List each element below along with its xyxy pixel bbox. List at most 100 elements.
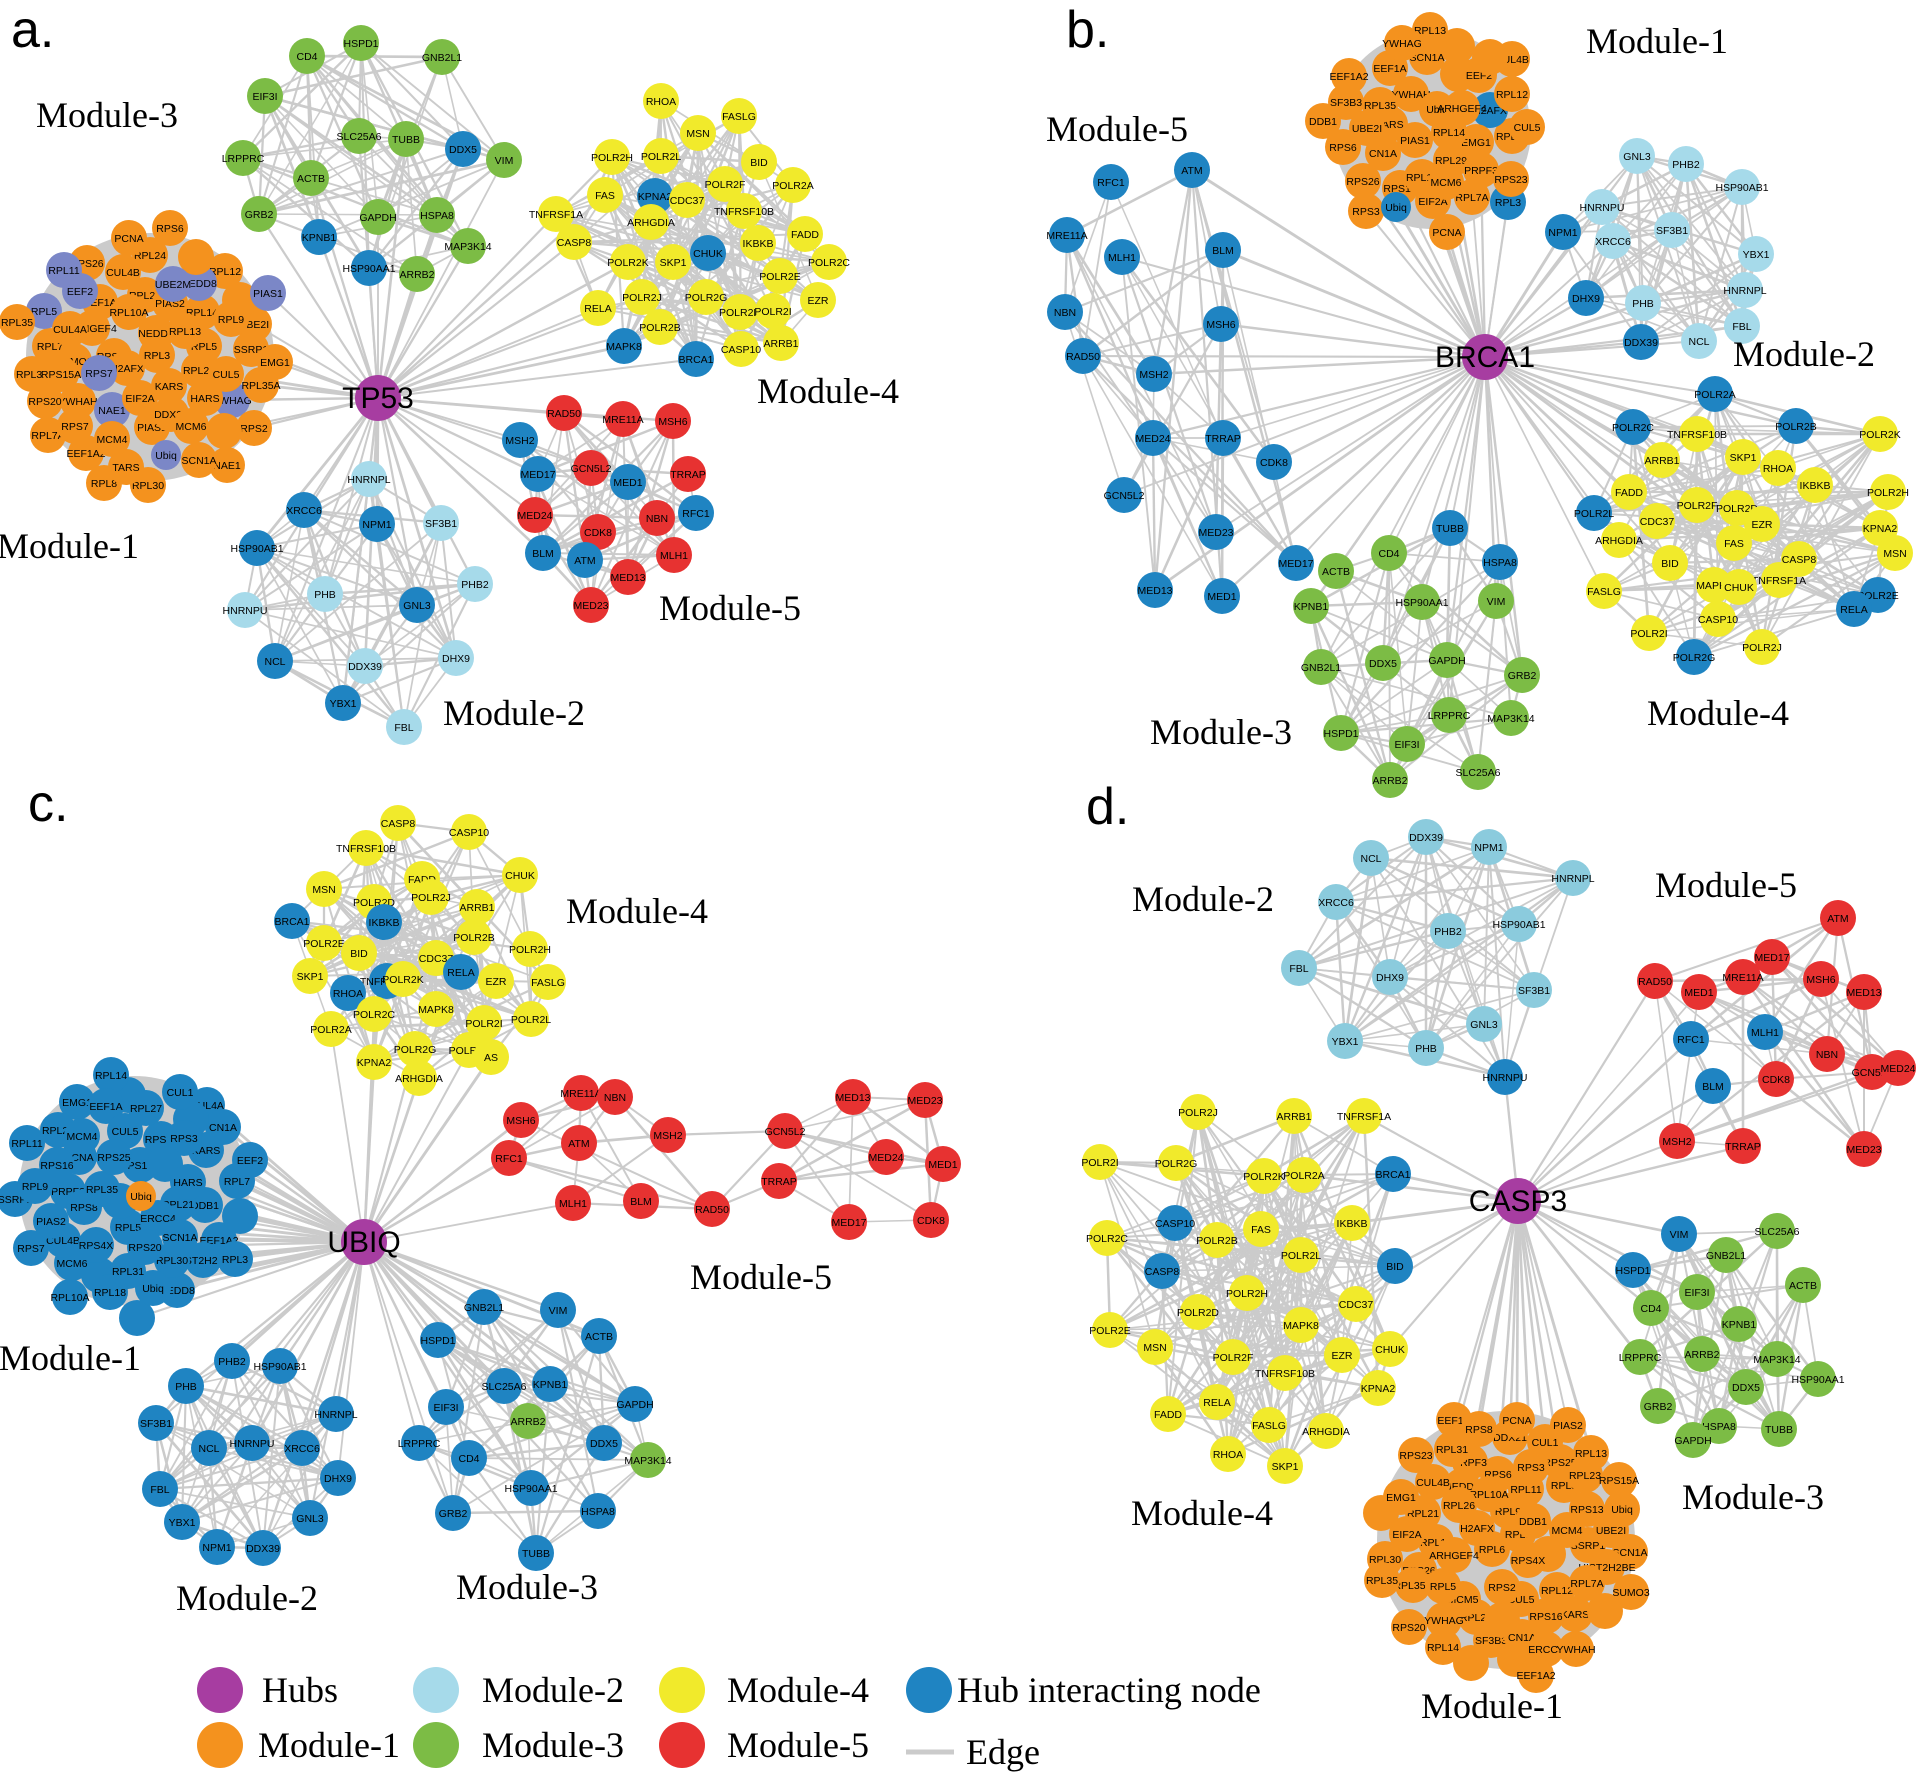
svg-text:RPL27: RPL27 [130,1103,162,1115]
svg-text:POLR2H: POLR2H [509,944,551,956]
svg-text:MED24: MED24 [1880,1063,1915,1075]
svg-text:POLR2J: POLR2J [411,892,451,904]
svg-text:FAS: FAS [595,190,615,202]
svg-text:HSPD1: HSPD1 [343,38,378,50]
svg-text:FASLG: FASLG [722,111,756,123]
svg-text:HSPA8: HSPA8 [1702,1421,1736,1433]
svg-text:RAD50: RAD50 [547,408,581,420]
svg-text:HSPA8: HSPA8 [420,210,454,222]
svg-text:PRPF3: PRPF3 [1464,165,1498,177]
svg-text:RPL3: RPL3 [1495,197,1521,209]
svg-text:CASP8: CASP8 [381,818,416,830]
svg-text:NBN: NBN [1054,307,1076,319]
svg-text:POLR2I: POLR2I [754,306,791,318]
svg-text:VIM: VIM [495,155,514,167]
svg-text:HSPA8: HSPA8 [1483,557,1517,569]
svg-text:EIF3I: EIF3I [1684,1287,1709,1299]
svg-text:EMG1: EMG1 [1461,137,1491,149]
svg-text:RPL35: RPL35 [86,1184,118,1196]
svg-text:POLR2F: POLR2F [705,179,746,191]
svg-text:CD4: CD4 [1640,1303,1661,1315]
svg-text:EEF1A: EEF1A [1373,63,1406,75]
svg-text:ACTB: ACTB [297,173,325,185]
svg-text:RPL3: RPL3 [144,350,170,362]
svg-text:ATM: ATM [1181,165,1202,177]
svg-text:YWHAH: YWHAH [1556,1644,1595,1656]
svg-text:CDC37: CDC37 [419,953,454,965]
svg-text:TNFRSF10B: TNFRSF10B [336,843,396,855]
svg-text:Module-5: Module-5 [1655,865,1797,905]
svg-text:POLR2A: POLR2A [1694,389,1735,401]
svg-text:MED24: MED24 [1135,433,1170,445]
svg-text:MED1: MED1 [1207,591,1236,603]
svg-text:Module-4: Module-4 [1131,1493,1273,1533]
svg-text:POLR2L: POLR2L [511,1014,551,1026]
svg-text:RELA: RELA [584,303,611,315]
svg-text:MED23: MED23 [1846,1144,1881,1156]
svg-text:MSN: MSN [312,884,335,896]
svg-text:TNFRSF10B: TNFRSF10B [1255,1368,1315,1380]
svg-text:MED24: MED24 [517,510,552,522]
svg-text:NCL: NCL [264,656,285,668]
svg-text:RPS23: RPS23 [1399,1450,1432,1462]
svg-text:KARS: KARS [155,381,184,393]
svg-text:NAE1: NAE1 [213,460,241,472]
svg-text:SCN1A: SCN1A [162,1232,197,1244]
svg-text:DDB1: DDB1 [1519,1516,1547,1528]
svg-text:PIAS2: PIAS2 [36,1216,66,1228]
svg-text:RPL7: RPL7 [37,341,63,353]
svg-text:SLC25A6: SLC25A6 [482,1381,527,1393]
svg-text:RELA: RELA [1203,1397,1230,1409]
svg-text:POLR2J: POLR2J [1178,1107,1218,1119]
svg-text:GNB2L1: GNB2L1 [1301,662,1341,674]
svg-text:POLR2J: POLR2J [1742,642,1782,654]
svg-text:c.: c. [28,775,68,833]
svg-text:LRPPRC: LRPPRC [222,153,265,165]
svg-text:CUL5: CUL5 [1514,122,1541,134]
svg-text:XRCC6: XRCC6 [1318,897,1354,909]
svg-text:RPL6: RPL6 [1479,1544,1505,1556]
svg-text:PIAS2: PIAS2 [1553,1420,1583,1432]
svg-text:EZR: EZR [808,295,829,307]
svg-text:RFC1: RFC1 [1677,1034,1705,1046]
svg-text:FASLG: FASLG [1587,586,1621,598]
svg-text:ARRB1: ARRB1 [1276,1111,1311,1123]
svg-text:TUBB: TUBB [1765,1424,1793,1436]
svg-text:YWHAH: YWHAH [58,396,97,408]
svg-text:Module-3: Module-3 [36,95,178,135]
svg-text:KPNB1: KPNB1 [1722,1319,1757,1331]
svg-text:MCM4: MCM4 [97,434,128,446]
svg-text:MED17: MED17 [1278,558,1313,570]
svg-text:RPL35: RPL35 [1366,1575,1398,1587]
svg-text:FASLG: FASLG [531,977,565,989]
svg-text:DHX9: DHX9 [442,653,470,665]
svg-text:SLC25A6: SLC25A6 [1755,1226,1800,1238]
svg-text:MED23: MED23 [907,1095,942,1107]
svg-text:POLR2A: POLR2A [772,180,813,192]
svg-text:Ubiq: Ubiq [142,1283,164,1295]
svg-text:CHUK: CHUK [693,248,723,260]
svg-text:PHB2: PHB2 [461,579,489,591]
svg-text:RPL31: RPL31 [112,1266,144,1278]
svg-text:POLR2L: POLR2L [641,151,681,163]
svg-text:RPL11: RPL11 [11,1138,42,1150]
svg-text:RPL35A: RPL35A [241,380,280,392]
svg-text:RPL14: RPL14 [1433,127,1465,139]
svg-text:Module-5: Module-5 [690,1257,832,1297]
svg-text:POLR2D: POLR2D [719,307,761,319]
svg-text:ARRB2: ARRB2 [1684,1349,1719,1361]
svg-text:SF3B1: SF3B1 [425,518,457,530]
svg-text:CUL4A: CUL4A [53,324,87,336]
svg-text:ATM: ATM [568,1138,589,1150]
svg-text:Module-4: Module-4 [757,371,899,411]
svg-text:POLR2B: POLR2B [453,932,494,944]
svg-text:MRE11A: MRE11A [602,414,643,426]
svg-text:KPNA2: KPNA2 [1361,1383,1396,1395]
svg-text:HNRNPL: HNRNPL [314,1409,357,1421]
svg-text:CDC37: CDC37 [1640,516,1675,528]
svg-text:POLR2C: POLR2C [1086,1233,1128,1245]
svg-text:DHX9: DHX9 [1376,972,1404,984]
svg-text:RPL5: RPL5 [115,1222,141,1234]
svg-text:BLM: BLM [1212,245,1234,257]
svg-text:POLR2A: POLR2A [310,1024,351,1036]
